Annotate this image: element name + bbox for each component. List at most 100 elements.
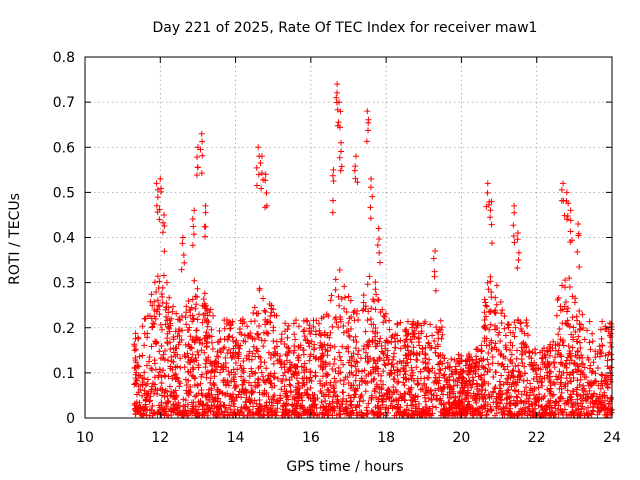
data-point	[362, 380, 369, 387]
data-point	[141, 342, 148, 349]
data-point	[158, 291, 165, 298]
data-point	[176, 409, 183, 416]
data-point	[437, 367, 444, 374]
data-point	[290, 409, 297, 416]
data-point	[260, 329, 267, 336]
data-point	[428, 412, 435, 419]
data-point	[432, 378, 439, 385]
data-point	[535, 384, 542, 391]
y-tick-label: 0.6	[53, 140, 75, 156]
data-point	[376, 354, 383, 361]
data-point	[301, 333, 308, 340]
data-point	[325, 403, 332, 410]
data-point	[488, 294, 495, 301]
data-point	[550, 379, 557, 386]
data-point	[578, 352, 585, 359]
data-point	[340, 408, 347, 415]
data-point	[307, 385, 314, 392]
data-point	[557, 394, 564, 401]
data-point	[407, 336, 414, 343]
data-point	[567, 228, 574, 235]
y-tick-label: 0	[66, 411, 75, 427]
data-point	[354, 351, 361, 358]
data-point	[456, 360, 463, 367]
data-point	[372, 279, 379, 286]
data-point	[144, 376, 151, 383]
data-point	[318, 342, 325, 349]
data-point	[362, 349, 369, 356]
data-point	[589, 407, 596, 414]
data-point	[435, 380, 442, 387]
data-point	[419, 345, 426, 352]
data-point	[153, 180, 160, 187]
data-point	[203, 344, 210, 351]
data-point	[346, 369, 353, 376]
data-point	[539, 361, 546, 368]
data-point	[474, 346, 481, 353]
data-point	[336, 302, 343, 309]
data-point	[454, 382, 461, 389]
data-point	[161, 407, 168, 414]
data-point	[139, 323, 146, 330]
data-point	[421, 366, 428, 373]
data-point	[553, 373, 560, 380]
data-point	[481, 309, 488, 316]
data-point	[216, 338, 223, 345]
data-point	[296, 323, 303, 330]
data-point	[511, 333, 518, 340]
data-point	[170, 401, 177, 408]
data-point	[459, 377, 466, 384]
data-point	[546, 344, 553, 351]
data-point	[167, 320, 174, 327]
data-point	[458, 352, 465, 359]
grid	[85, 57, 612, 418]
data-point	[564, 308, 571, 315]
data-point	[395, 378, 402, 385]
data-point	[173, 310, 180, 317]
data-point	[238, 409, 245, 416]
data-point	[380, 312, 387, 319]
data-point	[580, 324, 587, 331]
data-point	[394, 332, 401, 339]
data-point	[580, 361, 587, 368]
data-point	[193, 294, 200, 301]
data-point	[570, 336, 577, 343]
data-point	[285, 322, 292, 329]
data-point	[558, 409, 565, 416]
data-point	[204, 338, 211, 345]
data-point	[261, 411, 268, 418]
data-point	[141, 330, 148, 337]
data-point	[189, 408, 196, 415]
data-point	[330, 389, 337, 396]
data-point	[215, 353, 222, 360]
data-point	[348, 353, 355, 360]
data-point	[554, 376, 561, 383]
data-point	[135, 383, 142, 390]
data-point	[594, 365, 601, 372]
data-point	[367, 355, 374, 362]
data-point	[166, 317, 173, 324]
data-point	[336, 353, 343, 360]
data-point	[492, 310, 499, 317]
data-point	[365, 371, 372, 378]
data-point	[289, 393, 296, 400]
x-tick-label: 12	[151, 430, 169, 446]
data-point	[464, 370, 471, 377]
data-point	[255, 375, 262, 382]
data-point	[562, 381, 569, 388]
data-point	[327, 329, 334, 336]
data-point	[196, 339, 203, 346]
data-point	[536, 378, 543, 385]
data-point	[495, 360, 502, 367]
data-point	[493, 282, 500, 289]
data-point	[156, 348, 163, 355]
data-point	[189, 296, 196, 303]
data-point	[523, 319, 530, 326]
data-point	[408, 339, 415, 346]
data-point	[419, 385, 426, 392]
data-point	[501, 366, 508, 373]
data-point	[195, 351, 202, 358]
data-point	[492, 323, 499, 330]
data-point	[306, 357, 313, 364]
data-point	[204, 368, 211, 375]
